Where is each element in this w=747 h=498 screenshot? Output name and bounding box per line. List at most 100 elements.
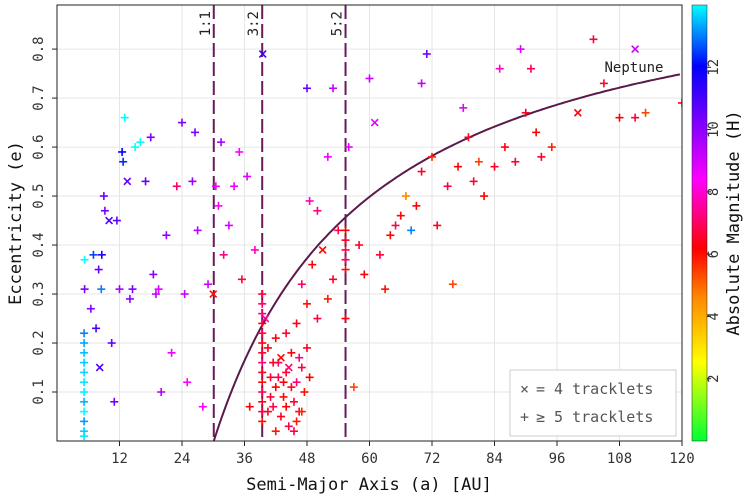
point-plus <box>94 265 103 274</box>
colorbar-tick-label: 12 <box>706 59 722 76</box>
point-plus <box>305 373 314 382</box>
x-tick-label: 36 <box>236 451 253 467</box>
point-plus <box>266 373 275 382</box>
point-plus <box>112 216 121 225</box>
point-plus <box>80 348 89 357</box>
point-plus <box>243 172 252 181</box>
point-plus <box>99 192 108 201</box>
point-plus <box>303 299 311 308</box>
point-plus <box>287 383 296 392</box>
point-plus <box>198 402 207 411</box>
point-plus <box>125 294 134 303</box>
point-cross <box>95 363 104 372</box>
point-plus <box>258 378 267 387</box>
point-plus <box>245 402 254 411</box>
legend-label-4-tracklets: = 4 tracklets <box>536 380 653 398</box>
point-plus <box>167 348 176 357</box>
colorbar-ticks: 2 4 6 8 10 12 <box>706 59 722 383</box>
colorbar-tick-label: 6 <box>706 250 722 258</box>
legend-label-5-tracklets: ≥ 5 tracklets <box>536 408 653 426</box>
point-plus <box>191 128 200 137</box>
point-plus <box>80 388 89 397</box>
point-plus <box>80 417 89 426</box>
point-plus <box>180 290 189 299</box>
y-tick-label: 0.5 <box>31 183 47 208</box>
point-cross <box>123 177 132 186</box>
point-plus <box>80 285 89 294</box>
point-plus <box>412 201 421 210</box>
point-plus <box>183 378 192 387</box>
point-plus <box>149 270 158 279</box>
x-tick-label: 108 <box>607 451 632 467</box>
point-plus <box>80 358 89 367</box>
y-tick-label: 0.6 <box>31 134 47 159</box>
point-plus <box>287 348 296 357</box>
point-plus <box>204 280 213 289</box>
legend-marker-cross: × <box>520 380 529 398</box>
point-plus <box>284 422 293 431</box>
point-plus <box>391 221 400 230</box>
point-plus <box>162 231 171 240</box>
resonance-label: 3:2 <box>246 11 262 36</box>
point-plus <box>631 113 640 122</box>
resonance-lines: 1:1 3:2 5:2 <box>198 5 347 441</box>
point-plus <box>154 285 163 294</box>
point-plus <box>464 133 473 142</box>
point-cross <box>318 245 327 254</box>
colorbar <box>691 4 708 442</box>
point-plus <box>292 417 301 426</box>
point-plus <box>151 290 160 299</box>
colorbar-label: Absolute Magnitude (H) <box>724 110 744 335</box>
point-plus <box>107 339 116 348</box>
point-plus <box>329 84 338 93</box>
neptune-label: Neptune <box>604 60 663 76</box>
point-plus <box>295 353 304 362</box>
point-cross <box>105 216 114 225</box>
point-plus <box>329 275 338 284</box>
point-plus <box>100 206 109 215</box>
point-plus <box>271 334 280 343</box>
point-plus <box>282 329 291 338</box>
x-tick-label: 60 <box>361 451 378 467</box>
point-plus <box>341 236 350 245</box>
point-plus <box>258 339 267 348</box>
point-plus <box>214 201 223 210</box>
point-plus <box>258 358 267 367</box>
point-plus <box>119 157 128 166</box>
point-plus <box>417 167 426 176</box>
point-plus <box>157 388 166 397</box>
point-plus <box>178 118 186 127</box>
point-plus <box>341 255 350 264</box>
y-tick-label: 0.4 <box>31 232 47 257</box>
point-plus <box>282 402 291 411</box>
point-plus <box>344 143 353 152</box>
point-plus <box>459 103 468 112</box>
point-plus <box>401 192 410 201</box>
point-plus <box>269 402 278 411</box>
point-plus <box>279 392 288 401</box>
point-plus <box>271 383 280 392</box>
point-plus <box>80 368 89 377</box>
colorbar-tick-label: 8 <box>706 188 722 196</box>
point-plus <box>454 162 463 171</box>
x-tick-label: 12 <box>111 451 128 467</box>
point-plus <box>89 250 98 259</box>
point-plus <box>258 388 267 397</box>
x-axis-label: Semi-Major Axis (a) [AU] <box>246 475 492 495</box>
point-plus <box>172 182 181 191</box>
point-plus <box>500 143 509 152</box>
point-plus <box>258 397 267 406</box>
point-plus <box>448 280 457 289</box>
point-plus <box>678 98 682 107</box>
point-plus <box>341 226 350 235</box>
point-plus <box>131 143 140 152</box>
point-plus <box>349 383 358 392</box>
point-plus <box>469 177 478 186</box>
point-plus <box>211 182 220 191</box>
point-plus <box>341 265 350 274</box>
point-plus <box>490 162 499 171</box>
point-plus <box>276 412 285 421</box>
point-plus <box>136 138 145 147</box>
point-plus <box>537 152 546 161</box>
y-tick-label: 0.1 <box>31 379 47 404</box>
